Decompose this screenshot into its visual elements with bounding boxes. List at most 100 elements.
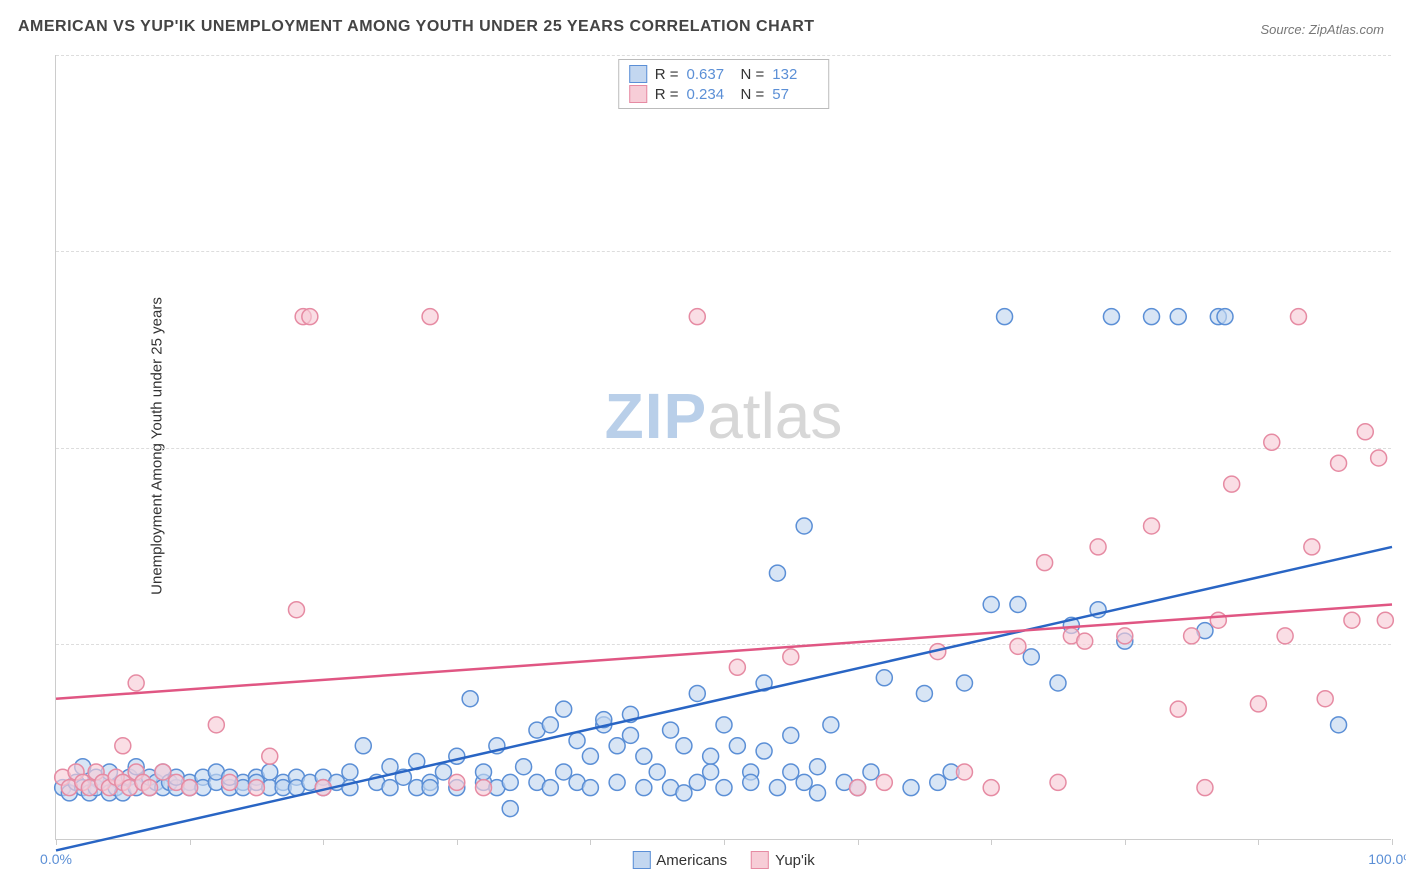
data-point [462,691,478,707]
plot-area: ZIPatlas 37.5%75.0%112.5%150.0% 0.0%100.… [55,55,1391,840]
data-point [1377,612,1393,628]
legend-swatch-americans [632,851,650,869]
x-tick [323,839,324,845]
data-point [956,675,972,691]
data-point [956,764,972,780]
data-point [689,774,705,790]
data-point [1090,539,1106,555]
data-point [248,780,264,796]
data-point [182,780,198,796]
legend-item-americans: Americans [632,851,727,869]
data-point [1217,309,1233,325]
data-point [1117,628,1133,644]
data-point [609,774,625,790]
legend-label-americans: Americans [656,852,727,869]
data-point [663,722,679,738]
data-point [1344,612,1360,628]
data-point [823,717,839,733]
data-point [142,780,158,796]
data-point [916,685,932,701]
data-point [556,764,572,780]
data-point [903,780,919,796]
data-point [262,748,278,764]
data-point [876,774,892,790]
data-point [850,780,866,796]
data-point [155,764,171,780]
data-point [1264,434,1280,450]
data-point [516,759,532,775]
data-point [1371,450,1387,466]
data-point [288,602,304,618]
data-point [542,717,558,733]
data-point [449,774,465,790]
data-point [115,738,131,754]
data-point [208,717,224,733]
data-point [703,764,719,780]
data-point [1010,638,1026,654]
data-point [1277,628,1293,644]
x-tick [56,839,57,845]
data-point [997,309,1013,325]
data-point [342,764,358,780]
data-point [756,743,772,759]
x-tick [858,839,859,845]
data-point [1224,476,1240,492]
data-point [355,738,371,754]
data-point [262,764,278,780]
data-point [556,701,572,717]
data-point [676,785,692,801]
x-tick-label: 100.0% [1368,851,1406,867]
data-point [636,780,652,796]
data-point [729,659,745,675]
data-point [222,774,238,790]
data-point [1077,633,1093,649]
data-point [1103,309,1119,325]
data-point [1210,612,1226,628]
data-point [569,733,585,749]
data-point [1170,309,1186,325]
legend-swatch-yupik [751,851,769,869]
data-point [476,780,492,796]
data-point [1304,539,1320,555]
data-point [810,759,826,775]
x-tick-label: 0.0% [40,851,72,867]
x-tick [1392,839,1393,845]
data-point [716,780,732,796]
data-point [863,764,879,780]
data-point [1357,424,1373,440]
trend-line [56,547,1392,851]
data-point [1144,518,1160,534]
legend-item-yupik: Yup'ik [751,851,815,869]
bottom-legend: Americans Yup'ik [632,851,814,869]
data-point [769,780,785,796]
data-point [796,774,812,790]
data-point [983,597,999,613]
x-tick [190,839,191,845]
data-point [502,801,518,817]
data-point [609,738,625,754]
data-point [302,309,318,325]
data-point [422,309,438,325]
data-point [1331,455,1347,471]
data-point [1317,691,1333,707]
data-point [1290,309,1306,325]
data-point [1331,717,1347,733]
chart-title: AMERICAN VS YUP'IK UNEMPLOYMENT AMONG YO… [18,18,815,36]
data-point [1050,774,1066,790]
data-point [716,717,732,733]
data-point [476,764,492,780]
data-point [435,764,451,780]
data-point [930,774,946,790]
data-point [810,785,826,801]
data-point [1010,597,1026,613]
data-point [1184,628,1200,644]
x-tick [1125,839,1126,845]
data-point [1037,555,1053,571]
chart-svg [56,55,1391,839]
x-tick [1258,839,1259,845]
data-point [1250,696,1266,712]
data-point [542,780,558,796]
data-point [1144,309,1160,325]
data-point [876,670,892,686]
data-point [649,764,665,780]
